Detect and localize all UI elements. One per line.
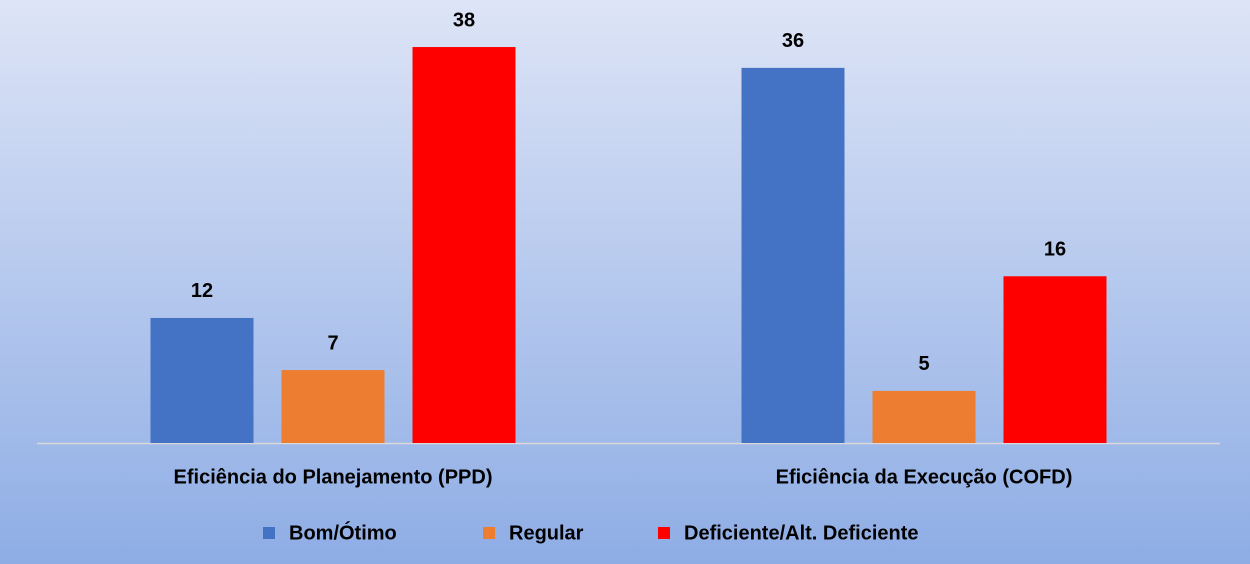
legend-swatch [483,527,495,539]
legend-swatch [263,527,275,539]
x-tick-label: Eficiência do Planejamento (PPD) [174,466,493,488]
data-label: 38 [453,9,475,31]
data-label: 7 [327,332,338,354]
data-label: 36 [782,30,804,52]
data-label: 12 [191,280,213,302]
legend-label: Bom/Ótimo [289,520,397,544]
bar [412,47,516,443]
bar [741,67,845,443]
legend-swatch [658,527,670,539]
legend-label: Deficiente/Alt. Deficiente [684,522,919,544]
bar [281,370,385,443]
x-tick-label: Eficiência da Execução (COFD) [776,466,1073,488]
data-label: 5 [918,353,929,375]
bar [1003,276,1107,443]
data-label: 16 [1044,239,1066,261]
legend-label: Regular [509,522,584,544]
bar [150,317,254,443]
bar [872,390,976,443]
